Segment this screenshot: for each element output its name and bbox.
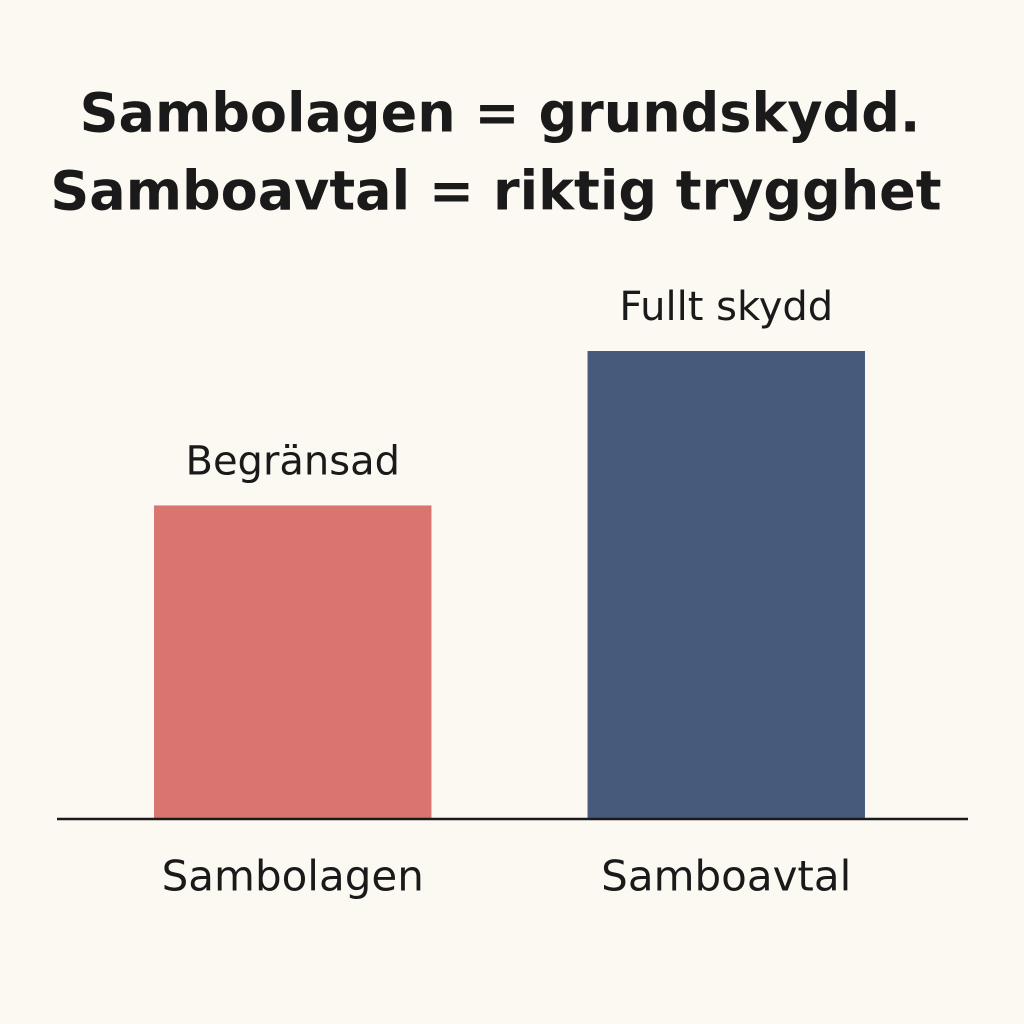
chart-title: Samboavtal = riktig trygghet bbox=[50, 160, 941, 223]
value-label: Fullt skydd bbox=[619, 284, 833, 330]
x-tick-label: Sambolagen bbox=[162, 852, 424, 901]
chart-title: Sambolagen = grundskydd. bbox=[80, 82, 921, 145]
x-tick-label: Samboavtal bbox=[601, 852, 851, 901]
bar bbox=[154, 505, 432, 819]
value-label: Begränsad bbox=[186, 438, 401, 484]
bar bbox=[587, 351, 865, 819]
